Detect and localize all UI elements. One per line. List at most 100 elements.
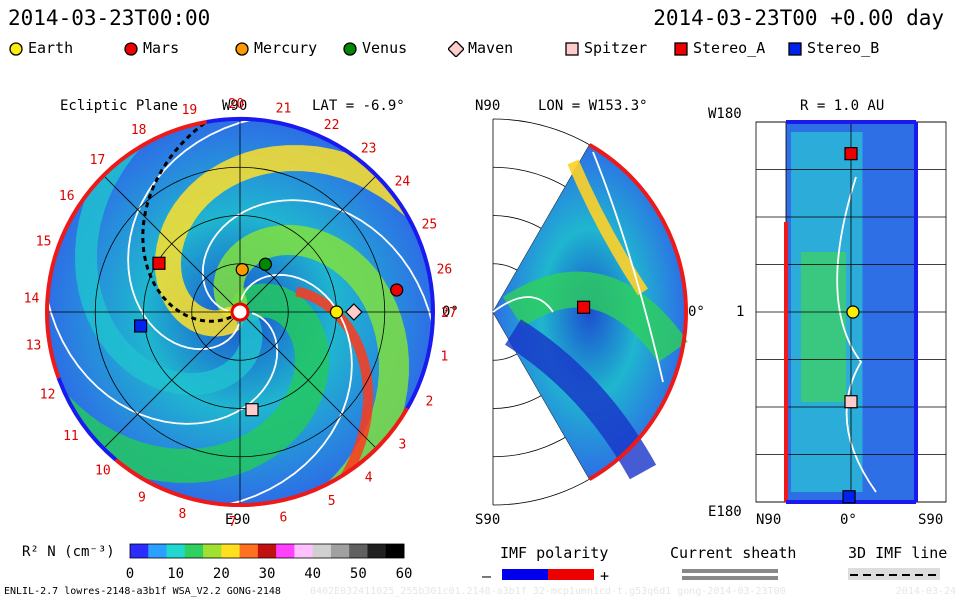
current-sheath-line: [47, 119, 279, 425]
earth-legend-icon: [9, 41, 23, 56]
maven-legend-icon: [448, 40, 464, 57]
colorbar-ticks: 0 10 20 30 40 50 60: [126, 566, 413, 580]
footer-date: 2014-03-24: [895, 586, 956, 597]
carrington-label: 10: [95, 464, 111, 479]
colorbar-segment: [312, 544, 332, 558]
ecliptic-top-label: W90: [222, 98, 247, 114]
ecliptic-bodies: [134, 256, 404, 417]
carrington-label: 25: [422, 218, 438, 233]
imf-minus: –: [482, 567, 492, 580]
legend-item-stereo-a: Stereo_A: [673, 38, 765, 58]
legend-label: Maven: [468, 39, 514, 57]
carrington-label: 23: [361, 141, 377, 156]
earth-marker: [329, 305, 344, 319]
meridional-top-label: N90: [475, 98, 500, 114]
colorbar-tick-label: 60: [396, 566, 413, 580]
meridional-lon: LON = W153.3°: [538, 98, 648, 114]
sun-marker: [230, 302, 250, 322]
legend-item-spitzer: Spitzer: [564, 38, 647, 58]
colorbar-tick-label: 10: [167, 566, 184, 580]
carrington-label: 26: [437, 263, 453, 278]
colorbar-segment: [221, 544, 241, 558]
stereo-a-marker: [844, 147, 858, 161]
venus-marker: [258, 257, 272, 271]
legend-label: Spitzer: [584, 39, 648, 57]
colorbar-segment: [203, 544, 222, 558]
legend-label: Stereo_A: [693, 39, 766, 57]
carrington-label: 3: [399, 438, 407, 453]
carrington-label: 15: [36, 235, 52, 250]
carrington-label: 17: [90, 153, 106, 168]
radial-bottom-n: N90: [756, 512, 781, 528]
radial-bottom-s: S90: [918, 512, 943, 528]
colorbar-segment: [294, 544, 314, 558]
ecliptic-imf-rim: [45, 117, 435, 507]
meridional-panel: N90 LON = W153.3° S90 0°: [475, 98, 705, 528]
colorbar: R² N (cm⁻³) 0 10 20 30 40 50 60: [22, 543, 413, 580]
footer-model-info: ENLIL-2.7 lowres-2148-a3b1f WSA_V2.2 GON…: [4, 586, 281, 597]
colorbar-segment: [330, 544, 350, 558]
colorbar-label: R² N (cm⁻³): [22, 544, 115, 560]
carrington-label: 18: [131, 123, 147, 138]
colorbar-tick-label: 30: [259, 566, 276, 580]
carrington-label: 5: [328, 494, 336, 509]
colorbar-scale: [129, 543, 405, 559]
colorbar-segment: [385, 544, 405, 558]
meridional-peak-band: [567, 159, 648, 296]
current-sheath-legend: Current sheath: [670, 544, 796, 580]
sheath-line-2: [682, 576, 778, 580]
carrington-label: 19: [182, 103, 198, 118]
model-time: 2014-03-23T00:00: [8, 6, 211, 30]
stereo-a-legend-icon: [674, 41, 688, 56]
stereo-b-marker: [842, 490, 856, 504]
ecliptic-panel: Ecliptic Plane W90 LAT = -6.9° E90 0° 19…: [24, 97, 459, 530]
colorbar-segment: [166, 544, 186, 558]
imf-negative-swatch: [502, 569, 548, 580]
colorbar-segment: [130, 544, 149, 558]
radial-sheath: [836, 176, 877, 493]
maven-marker: [345, 303, 363, 321]
carrington-label: 4: [365, 471, 373, 486]
earth-marker: [846, 305, 860, 319]
colorbar-tick-label: 20: [213, 566, 230, 580]
imf-polarity-legend: IMF polarity – +: [482, 544, 609, 580]
carrington-label: 13: [26, 339, 42, 354]
legend-item-mars: Mars: [123, 38, 179, 58]
imf-line-label: 3D IMF line: [848, 544, 947, 562]
spitzer-marker: [245, 403, 259, 417]
sheath-line-1: [682, 569, 778, 573]
legend-label: Earth: [28, 39, 74, 57]
frame-time: 2014-03-23T00 +0.00 day: [653, 6, 944, 30]
spitzer-marker: [844, 395, 858, 409]
colorbar-segment: [239, 544, 259, 558]
ecliptic-right-label: 0°: [442, 304, 459, 320]
carrington-label: 21: [276, 102, 292, 117]
carrington-label: 6: [280, 510, 288, 525]
footer-run-id: 0402E032411025_255b301c01.2148-a3b1f 32-…: [310, 586, 786, 597]
meridional-bottom-label: S90: [475, 512, 500, 528]
meridional-sheath: [592, 151, 664, 383]
radial-bottom-0: 0°: [840, 512, 857, 528]
colorbar-segment: [276, 544, 295, 558]
carrington-label: 27: [441, 306, 457, 321]
stereo-a-marker: [152, 256, 166, 270]
ecliptic-lat: LAT = -6.9°: [312, 98, 405, 114]
radial-band: [801, 252, 846, 402]
colorbar-tick-label: 40: [304, 566, 321, 580]
carrington-label: 16: [59, 189, 75, 204]
current-sheath-line: [47, 273, 353, 505]
radial-left-bottom: E180: [708, 504, 742, 520]
meridional-low-band: [504, 319, 657, 480]
carrington-label: 22: [324, 118, 340, 133]
carrington-label: 2: [426, 394, 434, 409]
radial-left-top: W180: [708, 106, 742, 122]
polarity-arc: [386, 186, 435, 410]
legend-item-venus: Venus: [342, 38, 407, 58]
colorbar-segment: [367, 544, 387, 558]
legend: Earth Mars Mercury Venus Maven Spitzer Stereo_…: [8, 38, 948, 60]
carrington-label: 1: [441, 349, 449, 364]
current-sheath-line: [127, 119, 433, 351]
polarity-arc: [45, 119, 207, 379]
ecliptic-title: Ecliptic Plane: [60, 98, 178, 114]
legend-item-maven: Maven: [448, 38, 513, 58]
